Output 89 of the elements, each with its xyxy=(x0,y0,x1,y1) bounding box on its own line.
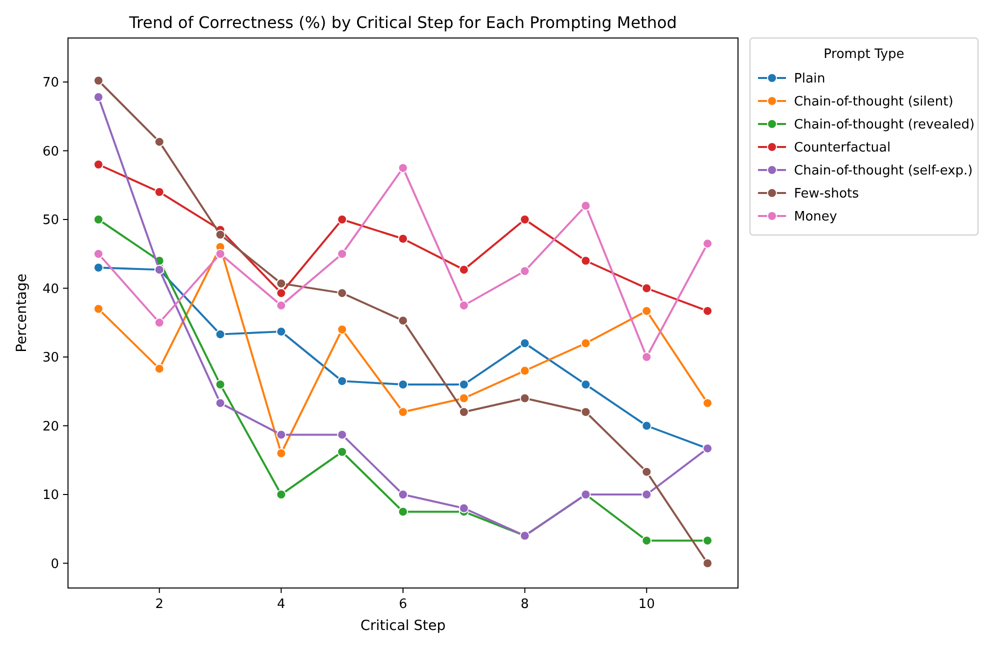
point xyxy=(93,304,104,314)
point xyxy=(154,136,164,147)
point xyxy=(154,187,164,197)
point xyxy=(642,306,652,316)
point xyxy=(215,380,226,390)
point xyxy=(642,536,652,546)
y-tick-label: 30 xyxy=(42,350,59,366)
legend-title: Prompt Type xyxy=(824,47,904,62)
point xyxy=(520,214,530,224)
point xyxy=(642,283,652,294)
point xyxy=(154,318,164,328)
point xyxy=(93,76,104,86)
point xyxy=(276,326,286,337)
point xyxy=(215,329,226,340)
point xyxy=(458,393,469,404)
point xyxy=(215,248,226,259)
point xyxy=(580,407,591,417)
point xyxy=(93,160,104,170)
x-tick-label: 10 xyxy=(638,597,655,612)
point xyxy=(520,266,530,276)
x-tick-label: 8 xyxy=(520,597,529,612)
point xyxy=(398,380,408,390)
point xyxy=(398,234,408,244)
point xyxy=(337,446,348,457)
point xyxy=(276,288,286,298)
point xyxy=(702,306,713,316)
point xyxy=(215,398,226,408)
y-tick-label: 40 xyxy=(42,282,59,297)
chart-title: Trend of Correctness (%) by Critical Step for Each Prompting Method xyxy=(128,13,677,32)
point xyxy=(93,214,104,224)
legend-label: Chain-of-thought (silent) xyxy=(794,94,954,110)
point xyxy=(276,448,286,458)
point xyxy=(276,430,286,440)
y-tick-label: 50 xyxy=(42,213,59,228)
point xyxy=(458,300,469,310)
point xyxy=(580,380,591,390)
x-tick-label: 4 xyxy=(277,597,286,612)
point xyxy=(276,300,286,310)
point xyxy=(337,430,348,440)
point xyxy=(337,376,348,386)
y-tick-label: 20 xyxy=(42,419,59,434)
y-tick-label: 10 xyxy=(42,488,59,504)
point xyxy=(642,490,652,500)
point xyxy=(398,162,408,173)
y-tick-label: 70 xyxy=(42,76,59,91)
point xyxy=(93,248,104,259)
point xyxy=(337,324,348,334)
point xyxy=(580,256,591,266)
point xyxy=(702,398,713,408)
y-tick-label: 60 xyxy=(42,144,59,160)
point xyxy=(702,536,713,546)
point xyxy=(642,466,652,477)
y-tick-label: 0 xyxy=(50,556,59,572)
legend-label: Money xyxy=(794,210,838,225)
point xyxy=(458,380,469,390)
point xyxy=(398,407,408,417)
point xyxy=(276,278,286,288)
point xyxy=(93,262,104,273)
point xyxy=(642,352,652,362)
point xyxy=(337,214,348,224)
legend-label: Few-shots xyxy=(794,186,860,202)
point xyxy=(215,230,226,240)
point xyxy=(702,238,713,249)
point xyxy=(337,288,348,298)
point xyxy=(520,338,530,348)
point xyxy=(337,248,348,259)
point xyxy=(93,92,104,102)
point xyxy=(458,264,469,275)
y-axis-title: Percentage xyxy=(14,274,30,352)
point xyxy=(154,364,164,374)
point xyxy=(458,407,469,417)
point xyxy=(520,366,530,376)
point xyxy=(580,200,591,211)
legend-label: Plain xyxy=(794,72,826,87)
point xyxy=(458,503,469,514)
legend-label: Chain-of-thought (self-exp.) xyxy=(794,164,973,179)
x-tick-label: 6 xyxy=(398,597,408,612)
legend-label: Chain-of-thought (revealed) xyxy=(794,118,975,133)
point xyxy=(580,338,591,348)
point xyxy=(702,558,713,568)
point xyxy=(398,506,408,517)
x-axis-title: Critical Step xyxy=(360,618,446,634)
point xyxy=(520,393,530,404)
point xyxy=(398,490,408,500)
point xyxy=(276,490,286,500)
legend-label: Counterfactual xyxy=(794,140,891,156)
point xyxy=(642,420,652,431)
x-tick-label: 2 xyxy=(155,597,164,612)
point xyxy=(398,316,408,326)
